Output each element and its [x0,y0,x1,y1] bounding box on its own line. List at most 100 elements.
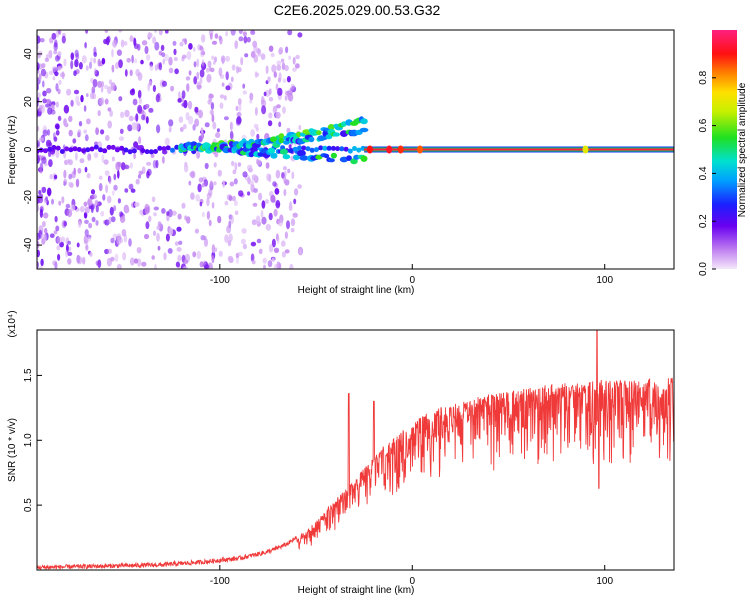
noise-speckle [136,247,142,254]
noise-speckle [37,70,41,75]
noise-speckle [177,213,182,220]
noise-speckle [63,58,67,67]
noise-speckle [292,67,297,72]
noise-speckle [233,200,238,207]
noise-speckle [156,225,160,230]
noise-speckle [54,215,58,223]
noise-speckle [129,162,133,169]
low-freq-blob [343,146,349,152]
noise-speckle [295,54,300,60]
noise-speckle [231,64,236,71]
noise-speckle [186,216,191,224]
noise-speckle [84,229,89,237]
low-freq-blob [339,146,345,152]
arc-blob [278,138,285,144]
tone-knot [417,145,423,154]
noise-speckle [209,180,214,188]
noise-speckle [218,250,223,257]
noise-speckle [86,118,91,125]
noise-speckle [204,264,209,269]
noise-speckle [237,98,242,105]
noise-speckle [54,174,58,180]
noise-speckle [282,78,287,83]
noise-speckle [148,215,152,223]
noise-speckle [57,88,61,95]
noise-speckle [110,237,115,244]
noise-speckle [41,186,47,194]
noise-speckle [299,249,302,255]
noise-speckle [124,69,128,77]
noise-speckle [188,180,192,186]
noise-speckle [188,115,194,125]
low-freq-blob [59,149,65,154]
noise-speckle [86,93,89,98]
noise-speckle [183,259,189,265]
noise-speckle [115,62,119,70]
noise-speckle [46,129,51,136]
noise-speckle [70,99,74,107]
noise-speckle [234,210,239,216]
noise-speckle [100,210,105,217]
low-freq-blob [288,148,294,154]
noise-speckle [214,247,218,252]
noise-speckle [262,257,267,264]
noise-speckle [178,240,183,245]
noise-speckle [147,82,150,92]
noise-speckle [37,249,40,258]
y-tick-label: 1.5 [23,368,34,382]
noise-speckle [237,251,243,257]
snr-xlabel: Height of straight line (km) [298,585,415,596]
noise-speckle [199,77,203,84]
noise-speckle [199,50,205,58]
x-tick-label: -100 [210,275,230,286]
noise-speckle [288,55,292,60]
noise-speckle [61,71,65,80]
noise-speckle [213,60,216,65]
noise-speckle [133,43,139,50]
noise-speckle [138,136,142,145]
noise-speckle [235,65,239,74]
noise-speckle [145,221,150,230]
noise-speckle [181,90,186,99]
noise-speckle [211,40,218,45]
noise-speckle [206,67,210,73]
noise-speckle [151,255,155,260]
noise-speckle [57,66,62,71]
noise-speckle [221,82,225,87]
noise-speckle [270,52,275,58]
noise-speckle [212,121,217,130]
noise-speckle [182,266,188,269]
arc-blob [296,150,306,157]
noise-speckle [173,56,178,62]
noise-speckle [227,255,234,262]
noise-speckle [209,109,214,115]
low-freq-blob [136,145,142,151]
noise-speckle [276,104,281,109]
noise-speckle [282,166,287,171]
noise-speckle [297,184,302,189]
arc-blob [325,134,333,140]
noise-speckle [90,189,96,195]
noise-speckle [258,248,263,255]
noise-speckle [155,94,160,103]
noise-speckle [37,125,40,132]
noise-speckle [53,42,58,52]
noise-speckle [267,260,273,268]
noise-speckle [75,53,80,60]
noise-speckle [95,205,99,213]
noise-speckle [38,137,45,142]
noise-speckle [48,150,52,158]
low-freq-blob [68,147,74,153]
noise-speckle [252,202,258,207]
snr-panel: -100 0 100 0.5 1.0 1.5 Height of straight li… [7,310,675,596]
noise-speckle [55,83,59,92]
noise-speckle [82,256,86,265]
noise-speckle [84,219,89,224]
noise-speckle [59,241,64,248]
noise-speckle [51,198,54,205]
noise-speckle [208,93,214,99]
noise-speckle [75,152,78,161]
noise-speckle [51,32,57,40]
noise-speckle [172,40,177,46]
noise-speckle [220,55,226,63]
